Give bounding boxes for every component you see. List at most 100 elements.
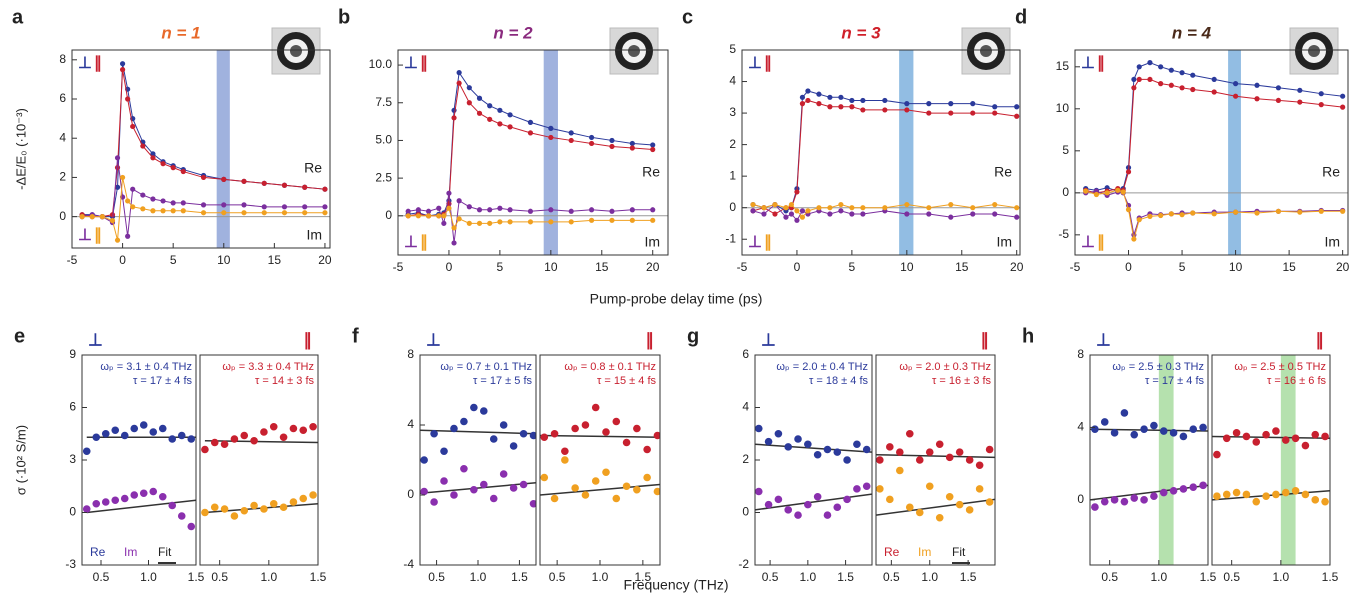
- fit-line: [755, 443, 872, 453]
- data-point: [507, 112, 513, 118]
- data-point: [805, 208, 811, 214]
- data-point: [1104, 190, 1110, 196]
- panel: 0.5 1.0 1.5 ∥ ωₚ = 2.5 ± 0.5 THz τ = 16 ± 6 f…: [1211, 330, 1339, 584]
- data-point: [1110, 429, 1119, 437]
- data-point: [1272, 490, 1280, 499]
- data-point: [415, 207, 421, 213]
- data-point: [805, 88, 811, 94]
- data-point: [827, 205, 833, 211]
- data-point: [114, 155, 121, 161]
- data-point: [1147, 60, 1153, 66]
- data-point: [150, 208, 156, 214]
- data-point: [833, 448, 842, 456]
- data-point: [201, 508, 209, 517]
- data-point: [1168, 67, 1174, 73]
- data-point: [1242, 490, 1251, 499]
- data-point: [838, 104, 844, 110]
- data-point: [1222, 434, 1231, 443]
- legend-entry: Fit: [158, 545, 172, 559]
- data-point: [1147, 76, 1153, 83]
- data-point: [420, 487, 428, 496]
- x-tick-label: 0: [794, 260, 801, 274]
- data-point: [622, 438, 631, 447]
- data-point: [827, 211, 833, 217]
- data-point: [119, 61, 126, 67]
- data-point: [904, 201, 910, 208]
- plot-frame: [875, 354, 996, 566]
- plot-area: [201, 422, 318, 520]
- legend-entry: ⊥: [404, 55, 418, 72]
- data-point: [1262, 492, 1270, 501]
- data-point: [450, 491, 458, 499]
- data-point: [896, 466, 904, 475]
- data-point: [149, 487, 158, 496]
- y-tick-label: 2: [742, 452, 749, 466]
- x-tick-label: 0.5: [428, 570, 445, 584]
- data-point: [926, 101, 932, 107]
- data-point: [1179, 85, 1185, 91]
- data-point: [509, 484, 518, 492]
- data-point: [948, 201, 954, 208]
- fit-line: [1212, 435, 1330, 440]
- data-point: [548, 207, 554, 213]
- data-point: [799, 101, 806, 107]
- y-tick-label: 8: [407, 347, 414, 361]
- x-tick-label: 0.5: [762, 570, 779, 584]
- data-point: [1131, 85, 1137, 91]
- data-point: [109, 217, 116, 224]
- data-point: [489, 435, 498, 443]
- data-point: [1252, 438, 1261, 446]
- legend-entry: Re: [884, 545, 900, 559]
- data-point: [629, 145, 635, 151]
- data-point: [650, 146, 656, 153]
- y-tick-label: 2: [59, 170, 66, 184]
- data-point: [915, 456, 924, 464]
- data-point: [784, 443, 793, 451]
- x-tick-label: 1.0: [1150, 570, 1167, 584]
- x-tick-label: 15: [268, 253, 282, 267]
- data-point: [1083, 188, 1089, 194]
- y-tick-label: 2.5: [375, 170, 392, 184]
- data-point: [289, 498, 298, 506]
- data-point: [750, 201, 756, 208]
- data-point: [1281, 436, 1290, 444]
- data-point: [1168, 82, 1174, 88]
- data-point: [799, 94, 806, 100]
- data-point: [187, 435, 196, 443]
- data-point: [1120, 409, 1129, 417]
- panel-letter: c: [682, 6, 693, 28]
- legend-entry: Im: [918, 545, 931, 559]
- panel: 0.5 1.0 1.5 -4 0 4 8 f ⊥ ωₚ = 0.7 ± 0.1 THz τ = 17…: [352, 325, 537, 584]
- data-point: [823, 511, 832, 519]
- data-point: [99, 214, 105, 220]
- plot-frame: [81, 354, 197, 566]
- annotation: Re: [304, 160, 322, 176]
- annotation: τ = 16 ± 6 fs: [1267, 375, 1326, 387]
- fit-line: [1212, 490, 1330, 501]
- data-point: [499, 470, 508, 478]
- data-point: [436, 213, 442, 219]
- x-tick-label: 0.5: [93, 570, 110, 584]
- data-point: [1140, 425, 1148, 434]
- x-tick-label: 1.5: [1322, 570, 1339, 584]
- plot-frame: [741, 49, 1021, 256]
- panel-letter: e: [14, 325, 25, 347]
- data-point: [430, 429, 438, 438]
- data-point: [497, 205, 503, 211]
- data-point: [1318, 208, 1324, 214]
- data-point: [1147, 213, 1153, 219]
- data-point: [568, 208, 574, 214]
- chart-title: n = 2: [493, 23, 533, 42]
- x-tick-label: 10: [1229, 260, 1243, 274]
- y-tick-label: 1: [729, 168, 736, 182]
- data-point: [992, 211, 998, 217]
- data-point: [150, 196, 156, 202]
- data-point: [250, 501, 258, 510]
- y-tick-label: 4: [407, 417, 414, 431]
- data-point: [965, 456, 974, 464]
- data-point: [177, 431, 186, 440]
- data-point: [302, 184, 308, 190]
- x-tick-label: 1.0: [1272, 570, 1289, 584]
- data-point: [529, 431, 536, 440]
- data-point: [125, 233, 131, 239]
